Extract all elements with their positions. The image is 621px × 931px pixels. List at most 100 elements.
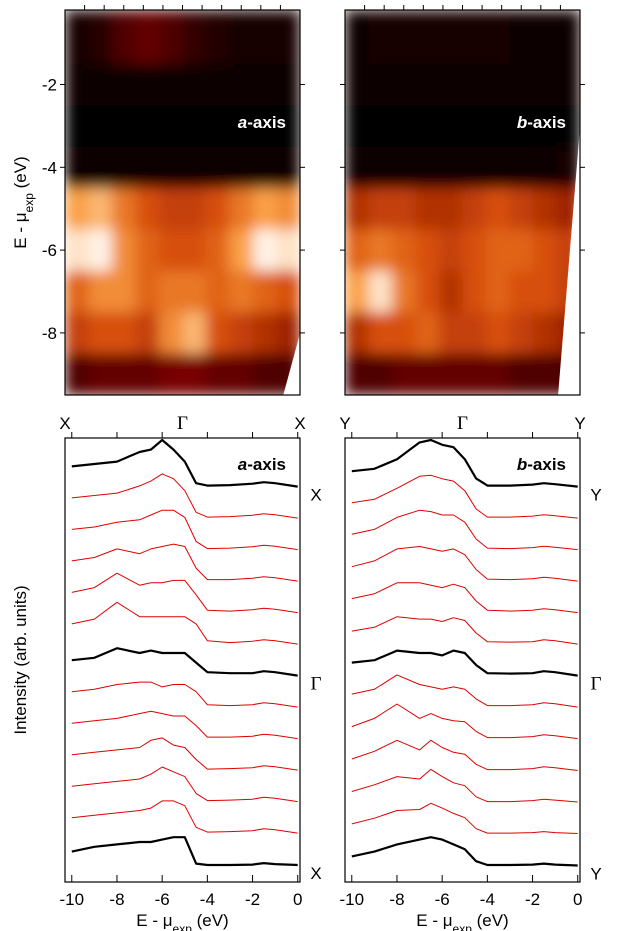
edc-curve [351, 802, 578, 834]
heat-cell [88, 105, 113, 148]
heat-cell [65, 312, 89, 355]
edc-curve [71, 800, 298, 834]
heat-cell [533, 63, 557, 106]
heat-cell [229, 270, 254, 313]
heat-cell [439, 105, 463, 148]
heat-cell [159, 312, 183, 355]
edc-curve [351, 674, 578, 708]
heat-cell [486, 270, 510, 313]
x-tick-label: -8 [109, 890, 124, 909]
panel-label-italic: a [238, 455, 247, 474]
heat-cell [88, 312, 113, 355]
heat-cell [533, 229, 557, 272]
heat-cell [182, 188, 207, 230]
heat-cell [159, 10, 183, 65]
heat-cell [415, 270, 440, 313]
heat-cell [65, 146, 89, 189]
curve-label: Y [590, 486, 601, 505]
heat-cell [253, 10, 277, 65]
edc-curve [71, 601, 298, 645]
heat-cell [345, 188, 369, 230]
heat-cell [392, 312, 416, 355]
heat-cell [182, 312, 207, 355]
heat-cell [229, 312, 254, 355]
heat-cell [206, 105, 230, 148]
heat-cell [182, 10, 207, 65]
heat-cell [206, 353, 230, 395]
heat-cell [462, 105, 487, 148]
edc-curve [71, 543, 298, 582]
heat-cell [556, 146, 580, 189]
heat-cell [88, 188, 113, 230]
x-axis-label: E - μexp (eV) [416, 911, 508, 931]
heat-cell [462, 146, 487, 189]
heat-cell [112, 63, 136, 106]
heat-cell [229, 10, 254, 65]
curve-label: X [310, 486, 321, 505]
y-tick-label: -4 [42, 158, 57, 177]
heat-cell [159, 146, 183, 189]
heat-cell [439, 312, 463, 355]
heat-cell [439, 146, 463, 189]
heat-cell [135, 229, 160, 272]
heat-cell [533, 312, 557, 355]
x-tick-label: -8 [389, 890, 404, 909]
heat-cell [65, 10, 89, 65]
edc-curve [351, 739, 578, 771]
panel-label: b-axis [517, 113, 566, 132]
heat-cell [368, 105, 393, 148]
heatmap [65, 10, 300, 395]
heat-cell [65, 188, 89, 230]
x-tick-label: -2 [525, 890, 540, 909]
panel-label-text: -axis [527, 113, 566, 132]
heat-cell [88, 146, 113, 189]
x-tick-label: 0 [293, 890, 302, 909]
heat-cell [253, 353, 277, 395]
heat-cell [556, 63, 580, 106]
heat-cell [486, 188, 510, 230]
heat-cell [509, 312, 534, 355]
heat-cell [206, 229, 230, 272]
heat-cell [509, 63, 534, 106]
heat-cell [462, 188, 487, 230]
heat-cell [65, 63, 89, 106]
heat-cell [253, 188, 277, 230]
uncovered-region [558, 127, 580, 395]
y-tick-label: -6 [42, 241, 57, 260]
edc-curve [351, 703, 578, 740]
heat-cell [509, 270, 534, 313]
heat-cell [276, 105, 300, 148]
heat-cell [439, 63, 463, 106]
heat-cell [159, 63, 183, 106]
momentum-label: Y [574, 414, 585, 433]
heat-cell [135, 312, 160, 355]
heat-cell [135, 270, 160, 313]
heat-cell [276, 146, 300, 189]
heat-cell [159, 270, 183, 313]
panel-label: a-axis [238, 113, 286, 132]
heat-cell [159, 188, 183, 230]
heat-cell [392, 105, 416, 148]
y-axis-label-part: (eV) [11, 156, 30, 193]
heat-cell [88, 229, 113, 272]
edc-curve [351, 509, 578, 551]
heat-cell [65, 353, 89, 395]
heat-cell [392, 63, 416, 106]
edc-curve [351, 546, 578, 582]
heat-cell [253, 63, 277, 106]
heat-cell [182, 105, 207, 148]
heat-cell [415, 353, 440, 395]
heat-cell [415, 63, 440, 106]
panel-label-text: -axis [527, 455, 566, 474]
heat-cell [462, 229, 487, 272]
heat-cell [276, 270, 300, 313]
x-axis-label-part: (eV) [472, 911, 509, 930]
heatmap-image [65, 10, 300, 395]
heat-cell [88, 10, 113, 65]
panel-label: a-axis [238, 455, 286, 474]
heat-cell [415, 146, 440, 189]
heat-cell [509, 10, 534, 65]
panel-label-text: -axis [247, 455, 286, 474]
y-axis-label-part: exp [22, 193, 36, 213]
